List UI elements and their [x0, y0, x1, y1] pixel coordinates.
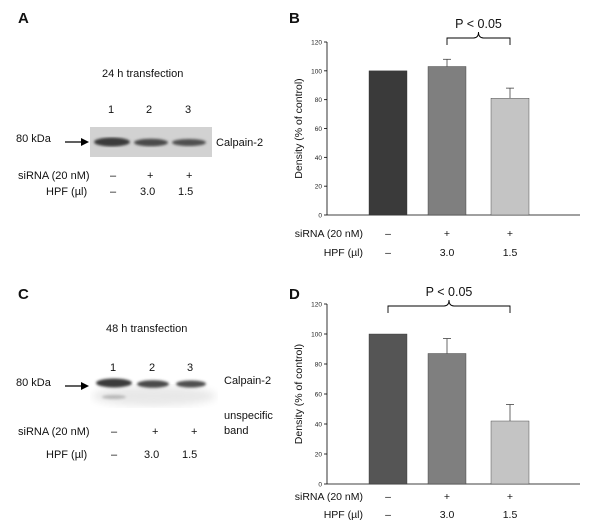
panel-a-title: 24 h transfection [102, 68, 184, 80]
chart-b-row-value: + [444, 228, 450, 240]
chart-d-row-value: + [444, 491, 450, 503]
panel-c-lane-2: 2 [149, 362, 156, 374]
chart-d-y-tick-label: 60 [315, 392, 323, 399]
panel-c-row-siRNA-v2: + [152, 426, 159, 438]
chart-b-y-tick-label: 100 [311, 68, 322, 75]
chart-d-y-tick-label: 20 [315, 452, 323, 459]
chart-d-y-label: Density (% of control) [293, 344, 305, 444]
chart-d-row-label: siRNA (20 nM) [295, 491, 363, 503]
panel-c-row-siRNA-v1: – [111, 426, 118, 438]
panel-a-row-hpf-v1: – [110, 186, 117, 198]
panel-c-band-word: band [224, 425, 249, 437]
panel-letter-b: B [289, 10, 300, 27]
panel-c-row-hpf-v1: – [111, 449, 118, 461]
panel-a-row-hpf-v3: 1.5 [178, 186, 194, 198]
panel-a-lane-3: 3 [185, 104, 192, 116]
chart-d-row-value: + [507, 491, 513, 503]
panel-c-lane-1: 1 [110, 362, 117, 374]
chart-b-bar-1 [368, 70, 408, 216]
panel-a-row-hpf-v2: 3.0 [140, 186, 156, 198]
chart-b-row-value: + [507, 228, 513, 240]
chart-b-row-label: HPF (µl) [324, 247, 363, 259]
panel-a-lane-1: 1 [108, 104, 115, 116]
chart-d-bar-3 [490, 420, 530, 485]
panel-a-row-hpf-label: HPF (µl) [46, 186, 88, 198]
chart-d-row-label: HPF (µl) [324, 509, 363, 521]
panel-a-row-siRNA-label: siRNA (20 nM) [18, 170, 90, 182]
panel-c-title: 48 h transfection [106, 323, 188, 335]
panel-c-blot [90, 372, 218, 408]
chart-d-significance-bracket [387, 299, 511, 313]
chart-b-p-value: P < 0.05 [455, 17, 502, 31]
panel-c-marker: 80 kDa [16, 377, 51, 389]
chart-d-bar-2 [427, 353, 467, 485]
chart-d-y-tick-label: 80 [315, 362, 323, 369]
chart-b-significance-bracket [446, 31, 511, 45]
chart-d-row-value: – [385, 491, 391, 503]
chart-b-row-value: – [385, 228, 391, 240]
chart-b-row-label: siRNA (20 nM) [295, 228, 363, 240]
chart-b-row-value: – [385, 247, 391, 259]
panel-a-row-siRNA-v1: – [110, 170, 117, 182]
panel-c-unspecific-label: unspecific [224, 410, 273, 422]
chart-d-row-value: 1.5 [503, 509, 518, 521]
chart-b-y-tick-label: 80 [315, 97, 323, 104]
chart-b-y-label: Density (% of control) [293, 78, 305, 178]
chart-d-y-tick-label: 40 [315, 422, 323, 429]
chart-b-row-value: 3.0 [440, 247, 455, 259]
chart-d-row-value: – [385, 509, 391, 521]
chart-d-p-value: P < 0.05 [426, 285, 473, 299]
chart-d-row-value: 3.0 [440, 509, 455, 521]
chart-b-y-tick-label: 40 [315, 155, 323, 162]
chart-b-bar-2 [427, 66, 467, 216]
panel-a-marker-arrow [65, 138, 89, 146]
chart-b: 0 20 40 60 80 100 120 Density (% of control) P <… [293, 17, 580, 259]
chart-d-y-tick-label: 0 [318, 482, 322, 489]
chart-d-y-tick-label: 100 [311, 332, 322, 339]
chart-b-y-tick-label: 120 [311, 40, 322, 47]
panel-letter-d: D [289, 286, 300, 303]
chart-b-bar-3 [490, 98, 530, 216]
panel-a-band-label: Calpain-2 [216, 137, 264, 149]
panel-a-blot [90, 127, 212, 157]
chart-d-bar-1 [368, 333, 408, 485]
panel-c-band-label: Calpain-2 [224, 375, 272, 387]
panel-c-lane-3: 3 [187, 362, 194, 374]
chart-d: 0 20 40 60 80 100 120 Density (% of control) P <… [293, 285, 580, 521]
panel-a-row-siRNA-v3: + [186, 170, 193, 182]
chart-d-y-tick-label: 120 [311, 302, 322, 309]
panel-letter-a: A [18, 10, 29, 27]
panel-letter-c: C [18, 286, 29, 303]
chart-b-row-value: 1.5 [503, 247, 518, 259]
panel-a-row-siRNA-v2: + [147, 170, 154, 182]
panel-a-lane-2: 2 [146, 104, 153, 116]
chart-b-y-tick-label: 0 [318, 213, 322, 220]
panel-c-row-siRNA-v3: + [191, 426, 198, 438]
panel-c-marker-arrow [65, 382, 89, 390]
panel-c-row-hpf-label: HPF (µl) [46, 449, 88, 461]
chart-b-y-tick-label: 60 [315, 126, 323, 133]
panel-a-marker: 80 kDa [16, 133, 51, 145]
panel-c-row-hpf-v3: 1.5 [182, 449, 198, 461]
panel-c-row-hpf-v2: 3.0 [144, 449, 160, 461]
chart-b-y-tick-label: 20 [315, 184, 323, 191]
panel-c-row-siRNA-label: siRNA (20 nM) [18, 426, 90, 438]
